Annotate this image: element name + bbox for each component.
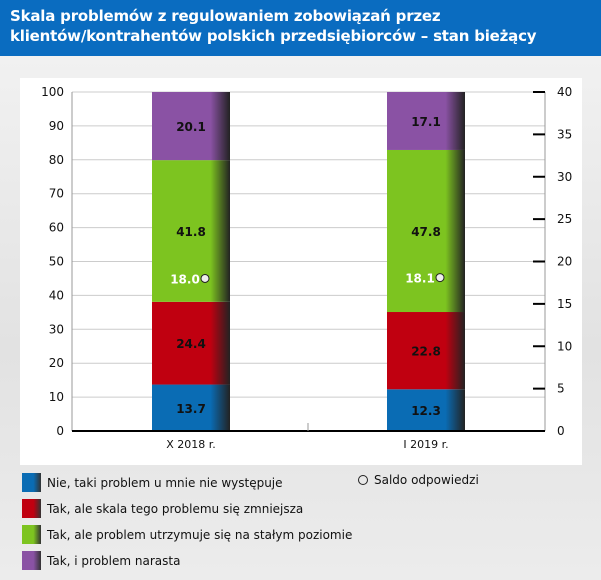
- bar-segment: [152, 92, 230, 161]
- y2-tick-label: 10: [557, 339, 572, 353]
- legend-swatch: [22, 551, 41, 570]
- chart-panel: [20, 78, 582, 465]
- legend-item: Tak, ale skala tego problemu się zmniejs…: [22, 499, 303, 518]
- legend-item: Nie, taki problem u mnie nie występuje: [22, 473, 283, 492]
- legend-label: Nie, taki problem u mnie nie występuje: [47, 475, 283, 490]
- y-tick-label: 70: [49, 187, 64, 201]
- legend-label: Tak, ale skala tego problemu się zmniejs…: [47, 501, 304, 516]
- saldo-point: [435, 273, 445, 283]
- y2-tick-label: 5: [557, 382, 565, 396]
- y2-tick-label: 30: [557, 170, 572, 184]
- y2-tick-label: 35: [557, 127, 572, 141]
- legend-item-saldo: Saldo odpowiedzi: [358, 473, 479, 487]
- legend-label: Saldo odpowiedzi: [374, 473, 479, 487]
- y2-tick-label: 15: [557, 297, 572, 311]
- bar-segment: [387, 92, 465, 150]
- y-tick-label: 0: [56, 424, 64, 438]
- y-tick-label: 10: [49, 390, 64, 404]
- bar-segment: [152, 301, 230, 385]
- bar-segment: [152, 160, 230, 302]
- saldo-marker-icon: [358, 475, 368, 485]
- legend-label: Tak, ale problem utrzymuje się na stałym…: [47, 527, 353, 542]
- y-tick-label: 30: [49, 322, 64, 336]
- legend-item: Tak, ale problem utrzymuje się na stałym…: [22, 525, 352, 544]
- bar-segment: [387, 149, 465, 313]
- saldo-point: [200, 273, 210, 283]
- saldo-label: 18.0: [170, 272, 200, 286]
- bar-segment: [152, 384, 230, 431]
- x-tick-label: X 2018 r.: [166, 438, 216, 451]
- y-tick-label: 90: [49, 119, 64, 133]
- y-tick-label: 80: [49, 153, 64, 167]
- y2-tick-label: 20: [557, 255, 572, 269]
- data-label: 13.7: [176, 402, 206, 416]
- y-tick-label: 50: [49, 255, 64, 269]
- x-tick-label: I 2019 r.: [403, 438, 448, 451]
- legend-item: Tak, i problem narasta: [22, 551, 180, 570]
- data-label: 41.8: [176, 225, 206, 239]
- chart-title: Skala problemów z regulowaniem zobowiąza…: [0, 0, 601, 56]
- y-tick-label: 100: [41, 85, 64, 99]
- data-label: 22.8: [411, 345, 441, 359]
- y-tick-label: 60: [49, 221, 64, 235]
- data-label: 12.3: [411, 404, 441, 418]
- y2-tick-label: 40: [557, 85, 572, 99]
- y-tick-label: 40: [49, 288, 64, 302]
- bar-segment: [387, 312, 465, 390]
- y2-tick-label: 25: [557, 212, 572, 226]
- data-label: 20.1: [176, 120, 206, 134]
- legend-swatch: [22, 525, 41, 544]
- data-label: 24.4: [176, 337, 206, 351]
- y2-tick-label: 0: [557, 424, 565, 438]
- legend-swatch: [22, 473, 41, 492]
- data-label: 47.8: [411, 225, 441, 239]
- legend-swatch: [22, 499, 41, 518]
- legend-label: Tak, i problem narasta: [47, 553, 181, 568]
- data-label: 17.1: [411, 115, 441, 129]
- chart: 0 10 20 30 40 50 60 70 80 90 100 0 5 10 15 20 25 30 35 40 13…: [41, 85, 572, 451]
- bar-segment: [387, 389, 465, 431]
- saldo-label: 18.1: [405, 272, 435, 286]
- y-tick-label: 20: [49, 356, 64, 370]
